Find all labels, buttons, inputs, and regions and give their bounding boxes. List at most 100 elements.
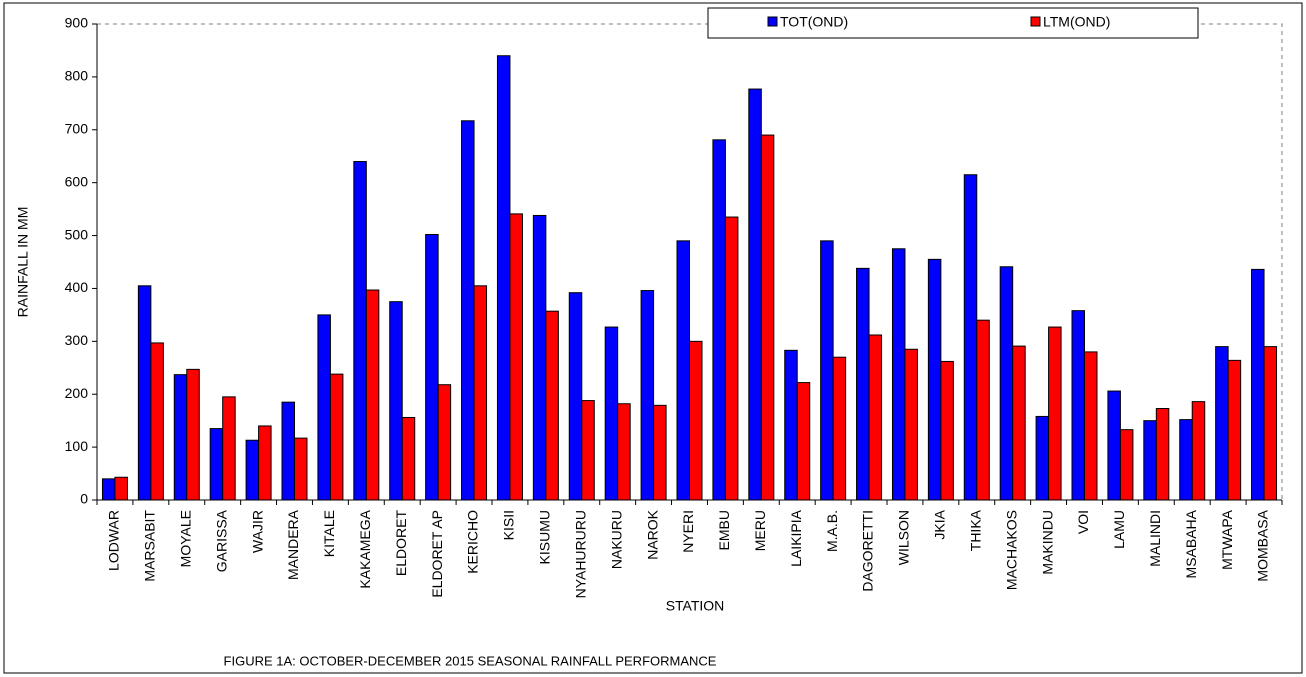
bar <box>784 349 798 501</box>
bar <box>1107 390 1121 501</box>
legend-label: TOT(OND) <box>780 14 848 30</box>
bar <box>1227 359 1242 501</box>
bar <box>294 437 308 501</box>
bar <box>496 55 511 501</box>
bar <box>173 374 188 501</box>
bar <box>186 368 200 501</box>
bar <box>1155 408 1170 501</box>
chart-title: FIGURE 1A: OCTOBER-DECEMBER 2015 SEASONA… <box>224 653 717 668</box>
bar <box>1048 326 1062 501</box>
bar <box>473 285 488 501</box>
bar <box>748 88 762 501</box>
plot-frame <box>97 23 1283 500</box>
bar <box>617 403 631 501</box>
bar <box>353 161 367 501</box>
legend-swatch <box>767 16 778 27</box>
bar <box>1071 310 1085 501</box>
bar <box>904 348 918 501</box>
y-tick-label: 400 <box>65 279 89 295</box>
bar <box>101 478 116 501</box>
bar <box>365 289 380 501</box>
bar <box>832 356 847 501</box>
x-tick-label: MERU <box>752 510 768 551</box>
x-tick-label: MANDERA <box>285 509 301 580</box>
bar <box>963 174 978 501</box>
bar <box>545 310 559 501</box>
x-tick-label: MSABAHA <box>1183 509 1199 578</box>
x-tick-label: DAGORETTI <box>860 510 876 592</box>
x-tick-label: THIKA <box>967 509 983 551</box>
bar <box>856 267 870 501</box>
x-tick-label: KISII <box>501 510 517 540</box>
bar <box>1035 415 1050 501</box>
x-tick-label: GARISSA <box>213 509 229 572</box>
bar <box>1179 419 1193 501</box>
x-tick-label: KISUMU <box>537 510 553 564</box>
legend-swatch <box>1030 16 1041 27</box>
y-tick-label: 900 <box>65 15 89 31</box>
bar <box>712 139 726 501</box>
x-tick-label: NYAHURURU <box>572 510 588 598</box>
x-tick-label: LAMU <box>1111 510 1127 549</box>
bar <box>653 404 667 501</box>
bar <box>604 326 619 501</box>
bar <box>425 233 439 501</box>
legend-label: LTM(OND) <box>1043 14 1110 30</box>
x-tick-label: VOI <box>1075 510 1091 534</box>
x-tick-label: LAIKIPIA <box>788 509 804 566</box>
bar <box>891 248 906 501</box>
bar <box>137 285 152 501</box>
bar <box>1119 429 1134 501</box>
x-tick-label: JKIA <box>932 509 948 539</box>
bar <box>976 319 990 501</box>
bar <box>258 425 272 501</box>
y-tick-label: 200 <box>65 385 89 401</box>
chart-border <box>3 2 1303 674</box>
bar <box>1191 401 1206 501</box>
x-tick-label: MACHAKOS <box>1003 510 1019 590</box>
bar <box>114 476 128 501</box>
bar <box>209 428 224 501</box>
bar <box>640 290 655 501</box>
y-tick-label: 800 <box>65 68 89 84</box>
bar <box>927 258 942 501</box>
y-tick-label: 700 <box>65 120 89 136</box>
bar <box>1215 346 1229 501</box>
x-tick-label: NAKURU <box>608 510 624 569</box>
bar <box>401 416 416 501</box>
x-tick-label: MOMBASA <box>1255 509 1271 581</box>
y-tick-label: 600 <box>65 173 89 189</box>
y-tick-label: 300 <box>65 332 89 348</box>
bar <box>329 373 344 501</box>
x-tick-label: MTWAPA <box>1219 509 1235 570</box>
bar <box>245 439 260 501</box>
legend-box <box>707 7 1199 39</box>
bar <box>581 400 595 501</box>
x-tick-label: LODWAR <box>106 510 122 571</box>
bar <box>317 314 331 501</box>
bar <box>461 120 475 501</box>
x-axis-label: STATION <box>666 598 725 614</box>
bar <box>281 401 295 501</box>
bar <box>1263 346 1278 501</box>
bar <box>820 240 834 501</box>
x-tick-label: KAKAMEGA <box>357 509 373 588</box>
x-tick-label: MARSABIT <box>142 510 158 582</box>
bar <box>1084 351 1098 501</box>
bar <box>150 342 164 501</box>
x-tick-label: ELDORET <box>393 510 409 577</box>
x-tick-label: WILSON <box>896 510 912 565</box>
bar <box>389 301 403 501</box>
bar <box>1251 268 1265 501</box>
x-tick-label: KITALE <box>321 510 337 557</box>
bar <box>1012 345 1026 501</box>
y-tick-label: 100 <box>65 438 89 454</box>
bar <box>676 240 690 501</box>
x-tick-label: WAJIR <box>249 510 265 553</box>
bar <box>509 213 523 501</box>
bar <box>437 384 452 501</box>
bar <box>999 266 1014 501</box>
x-tick-label: MALINDI <box>1147 510 1163 567</box>
bar <box>868 334 883 501</box>
bar <box>724 216 739 501</box>
